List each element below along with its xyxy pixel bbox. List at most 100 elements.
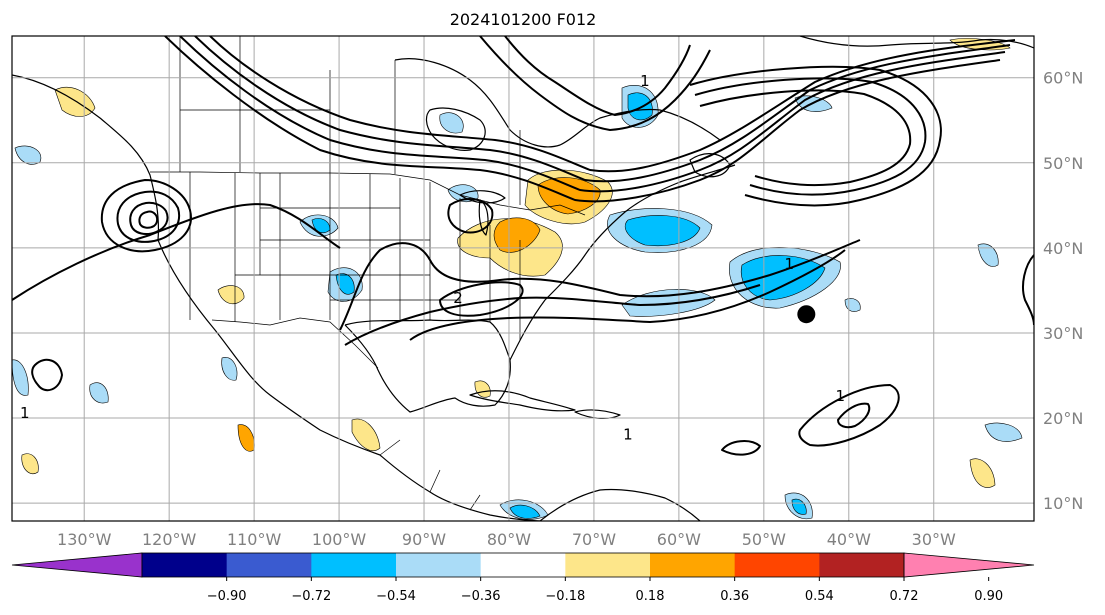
great-lake-michigan — [478, 199, 489, 236]
negative-anomaly-pacific-w — [12, 359, 29, 396]
contour-label: 1 — [20, 404, 30, 422]
colorbar-label: 0.54 — [805, 589, 834, 604]
contour-1-atlantic-inner — [837, 402, 871, 429]
longitude-label: 130°W — [57, 530, 112, 549]
colorbar-label: 0.18 — [636, 589, 665, 604]
latitude-label: 30°N — [1043, 324, 1083, 343]
longitude-label: 120°W — [142, 530, 197, 549]
contour-southeast — [344, 284, 761, 346]
colorbar: −0.90 −0.72 −0.54 −0.36 −0.18 0.18 0.36 0.54 0.7… — [11, 552, 1035, 604]
contour-label: 1 — [836, 387, 846, 405]
positive-anomaly-caribbean — [474, 380, 491, 398]
contour-label: 1 — [623, 425, 633, 443]
colorbar-segment — [396, 553, 482, 577]
contour-atlantic-loop-2 — [694, 77, 927, 196]
canada-arctic-coast — [394, 58, 721, 148]
strong-positive-anomaly-ohio — [493, 217, 541, 253]
contour-ridge-2 — [504, 36, 691, 116]
north-america-coastline — [12, 74, 541, 521]
colorbar-segment — [311, 553, 397, 577]
latitude-labels: 60°N 50°N 40°N 30°N 20°N 10°N — [1043, 69, 1083, 513]
colorbar-label: −0.18 — [545, 589, 585, 604]
latitude-label: 60°N — [1043, 69, 1083, 88]
positive-anomaly-atlantic-se — [969, 458, 996, 488]
contour-atlantic-loop — [689, 65, 942, 207]
colorbar-label: −0.72 — [291, 589, 331, 604]
contour-southeast-long — [409, 249, 846, 341]
contour-large-west — [12, 203, 341, 301]
longitude-label: 80°W — [487, 530, 531, 549]
negative-anomaly-pacific-nw — [14, 145, 42, 165]
longitude-label: 60°W — [657, 530, 701, 549]
canada-province-lines — [179, 36, 521, 205]
latitude-label: 50°N — [1043, 154, 1083, 173]
map-title: 2024101200 F012 — [450, 10, 597, 29]
colorbar-label: 0.36 — [720, 589, 749, 604]
map-frame — [11, 35, 1035, 522]
colorbar-label: −0.54 — [376, 589, 416, 604]
longitude-label: 50°W — [742, 530, 786, 549]
longitude-label: 110°W — [227, 530, 282, 549]
us-canada-border — [150, 171, 586, 216]
contour-label: 1 — [785, 255, 795, 273]
east-coast — [509, 164, 736, 361]
coastlines — [12, 36, 1034, 521]
strong-positive-anomaly-great-lakes — [537, 177, 601, 215]
mexico-central-america-lines — [379, 439, 481, 511]
contour-jet-1 — [164, 36, 1001, 203]
contour-jet-2 — [179, 36, 1006, 193]
contours — [12, 36, 1034, 456]
latitude-label: 40°N — [1043, 239, 1083, 258]
hispaniola — [574, 409, 621, 419]
colorbar-label: −0.90 — [207, 589, 247, 604]
contour-great-lakes-low — [447, 198, 494, 234]
colorbar-segment — [565, 553, 651, 577]
colorbar-segment — [734, 553, 820, 577]
longitude-label: 90°W — [402, 530, 446, 549]
map-area: 1 1 1 1 1 2 — [12, 36, 1034, 521]
negative-anomaly-atlantic-e — [977, 243, 999, 267]
strong-negative-anomaly-labrador — [627, 92, 653, 121]
colorbar-extend-high — [903, 552, 1035, 578]
contour-jet-3 — [194, 36, 1011, 183]
contour-2-low — [439, 281, 524, 317]
south-america-coast — [539, 488, 701, 521]
strong-negative-anomaly-atlantic-1 — [624, 215, 701, 246]
colorbar-segment — [819, 553, 905, 577]
cuba — [469, 390, 576, 412]
negative-anomaly-pacific-s — [89, 382, 109, 404]
positive-anomaly-baja — [217, 285, 245, 305]
positive-anomaly-mexico — [351, 418, 381, 452]
contour-label: 2 — [453, 289, 463, 307]
contour-1-atlantic-ring — [798, 384, 900, 447]
longitude-label: 30°W — [912, 530, 956, 549]
us-mexico-border — [211, 317, 379, 369]
colorbar-extend-low — [11, 552, 143, 578]
contour-low-west-2 — [116, 190, 180, 243]
political-borders — [150, 36, 586, 511]
storm-marker — [797, 305, 816, 324]
longitude-label: 100°W — [312, 530, 367, 549]
gulf-coast — [344, 319, 511, 413]
strong-negative-anomaly-atlantic-2 — [740, 255, 826, 301]
latitude-label: 10°N — [1043, 494, 1083, 513]
contour-east-edge — [1022, 254, 1034, 326]
colorbar-label: 0.90 — [974, 589, 1003, 604]
contour-labels: 1 1 1 1 1 2 — [20, 72, 845, 443]
longitude-label: 40°W — [827, 530, 871, 549]
negative-anomaly-hudson — [439, 112, 464, 134]
contour-trough — [339, 239, 861, 331]
colorbar-segment — [142, 553, 228, 577]
latitude-label: 20°N — [1043, 409, 1083, 428]
colorbar-label: −0.36 — [461, 589, 501, 604]
great-lake-superior — [459, 190, 506, 204]
colorbar-segment — [226, 553, 312, 577]
contour-low-west-1 — [100, 179, 192, 253]
positive-anomaly-pacific — [21, 453, 39, 475]
hudson-bay — [425, 107, 486, 151]
contour-ridge — [479, 36, 711, 131]
colorbar-segment — [480, 553, 566, 577]
negative-anomaly-mexico-w — [221, 357, 238, 381]
contour-low-west-4 — [138, 210, 159, 229]
